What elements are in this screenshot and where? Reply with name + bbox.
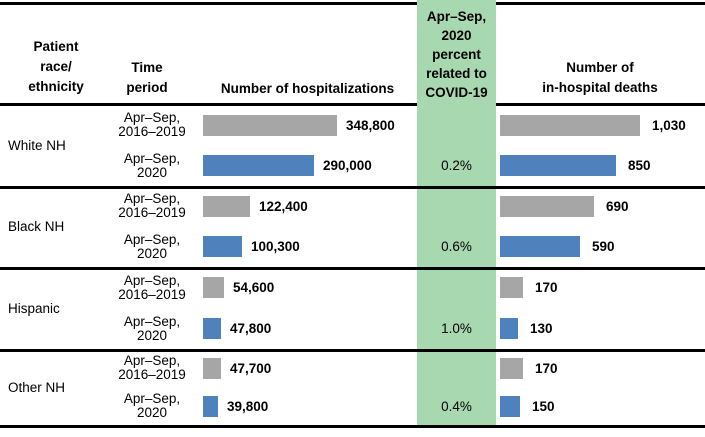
covid-percent-value: 1.0% <box>441 321 472 336</box>
table-row-group-hispanic: Hispanic Apr–Sep, 2016–2019 54,600 170 A… <box>0 267 705 349</box>
covid-percent-value: 0.4% <box>441 398 472 414</box>
deaths-value: 130 <box>530 321 553 336</box>
table-row: Apr–Sep, 2020 100,300 0.6% 590 <box>0 227 705 268</box>
deaths-value: 590 <box>592 239 615 255</box>
hospitalizations-bar-2020 <box>203 236 242 258</box>
time-period-label: Apr–Sep, 2016–2019 <box>118 110 186 140</box>
hospitalizations-value: 47,800 <box>230 321 272 336</box>
deaths-value: 1,030 <box>652 117 686 133</box>
deaths-value: 170 <box>535 280 558 295</box>
table-row: Apr–Sep, 2020 39,800 0.4% 150 <box>0 387 705 425</box>
deaths-bar-prior <box>500 277 523 298</box>
bottom-rule <box>0 425 705 428</box>
time-period-label: Apr–Sep, 2020 <box>123 313 181 343</box>
hospitalizations-value: 39,800 <box>227 398 269 414</box>
deaths-value: 170 <box>535 360 558 376</box>
hospitalizations-value: 54,600 <box>233 280 275 295</box>
table-row: Apr–Sep, 2016–2019 348,800 1,030 <box>0 105 705 146</box>
deaths-value: 850 <box>628 158 651 174</box>
hospitalizations-value: 100,300 <box>251 239 300 255</box>
hospitalizations-bar-prior <box>203 114 337 136</box>
time-period-label: Apr–Sep, 2020 <box>123 150 181 180</box>
deaths-bar-2020 <box>500 395 520 417</box>
deaths-value: 690 <box>606 198 629 214</box>
column-header-covid-percent: Apr–Sep, 2020 percent related to COVID-1… <box>425 9 488 100</box>
deaths-bar-prior <box>500 114 640 136</box>
row-divider-line <box>0 349 705 352</box>
hospitalizations-bar-2020 <box>203 155 314 177</box>
race-label: Other NH <box>8 379 66 395</box>
hospitalizations-bar-2020 <box>203 318 221 339</box>
row-divider-line <box>0 186 705 189</box>
time-period-label: Apr–Sep, 2016–2019 <box>118 191 186 221</box>
header-rule-right <box>496 103 705 106</box>
hospitalizations-value: 122,400 <box>259 198 308 214</box>
hospitalizations-value: 348,800 <box>346 117 395 133</box>
race-label: White NH <box>8 138 66 153</box>
column-header-in-hospital-deaths: Number of in-hospital deaths <box>542 60 658 95</box>
time-period-label: Apr–Sep, 2016–2019 <box>118 353 186 382</box>
column-header-time-period: Time period <box>126 60 168 95</box>
race-label: Black NH <box>8 219 65 234</box>
column-header-hospitalizations: Number of hospitalizations <box>220 81 395 96</box>
race-label: Hispanic <box>8 300 60 316</box>
table-row-group-white-nh: White NH Apr–Sep, 2016–2019 348,800 1,03… <box>0 105 705 186</box>
covid-percent-value: 0.6% <box>441 239 472 255</box>
hospitalizations-value: 47,700 <box>230 360 272 376</box>
deaths-bar-2020 <box>500 236 580 258</box>
deaths-bar-prior <box>500 357 523 379</box>
table-row: Apr–Sep, 2016–2019 122,400 690 <box>0 186 705 227</box>
hospitalizations-bar-2020 <box>203 395 218 417</box>
deaths-bar-2020 <box>500 155 616 177</box>
deaths-bar-prior <box>500 195 594 217</box>
hospitalizations-bar-prior <box>203 195 250 217</box>
table-row-group-black-nh: Black NH Apr–Sep, 2016–2019 122,400 690 … <box>0 186 705 267</box>
table-row: Apr–Sep, 2016–2019 54,600 170 <box>0 267 705 308</box>
hospitalizations-bar-prior <box>203 357 221 379</box>
table-row-group-other-nh: Other NH Apr–Sep, 2016–2019 47,700 170 A… <box>0 349 705 425</box>
covid-percent-column-highlight <box>417 0 496 428</box>
covid-percent-value: 0.2% <box>441 158 472 174</box>
top-rule-right <box>496 2 705 5</box>
hospitalizations-bar-prior <box>203 277 224 298</box>
top-rule-left <box>0 2 417 5</box>
table-row: Apr–Sep, 2016–2019 47,700 170 <box>0 349 705 387</box>
time-period-label: Apr–Sep, 2020 <box>123 231 181 261</box>
deaths-bar-2020 <box>500 318 518 339</box>
hospitalizations-value: 290,000 <box>323 158 372 174</box>
row-divider-line <box>0 267 705 270</box>
column-header-race-ethnicity: Patient race/ ethnicity <box>28 39 84 94</box>
table-row: Apr–Sep, 2020 290,000 0.2% 850 <box>0 146 705 187</box>
header-rule-left <box>0 103 417 106</box>
table-row: Apr–Sep, 2020 47,800 1.0% 130 <box>0 308 705 349</box>
time-period-label: Apr–Sep, 2020 <box>123 391 181 420</box>
deaths-value: 150 <box>532 398 555 414</box>
time-period-label: Apr–Sep, 2016–2019 <box>118 272 186 302</box>
